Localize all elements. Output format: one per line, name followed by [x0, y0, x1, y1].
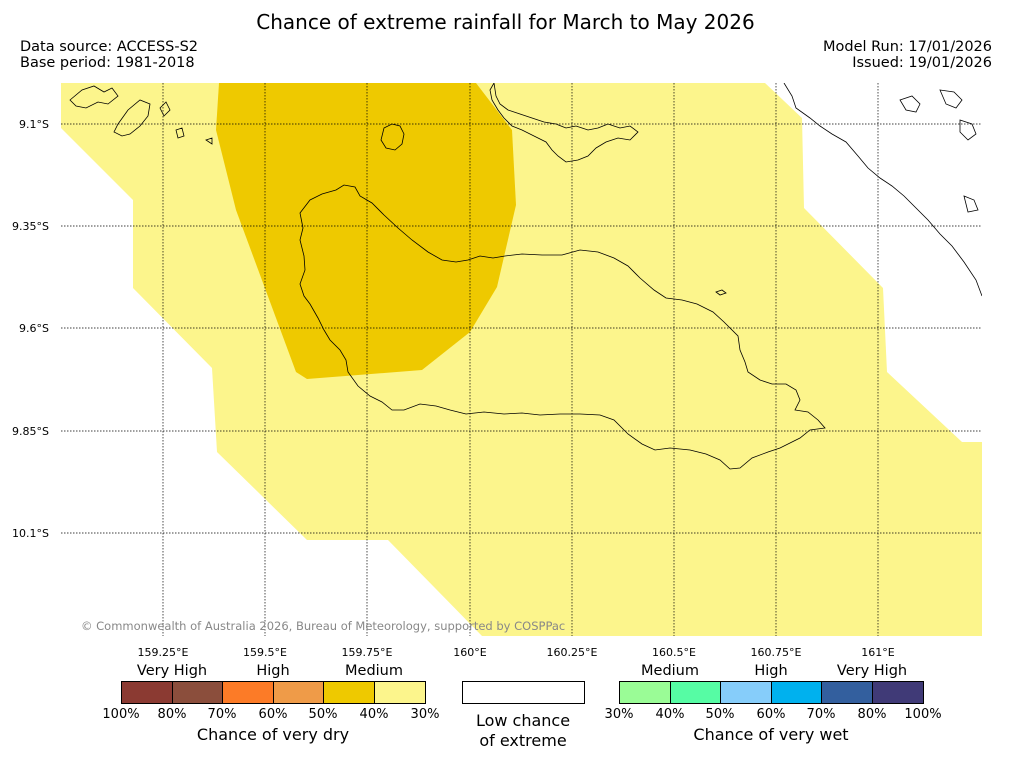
wet-swatch	[822, 682, 873, 703]
wet-swatch	[671, 682, 721, 703]
dry-legend-title: Chance of very dry	[196, 725, 350, 744]
wet-swatch	[772, 682, 822, 703]
lat-label: 9.35°S	[12, 220, 49, 233]
lon-label: 159.75°E	[341, 646, 393, 659]
lat-label: 10.1°S	[12, 527, 49, 540]
dry-category-label: Very High	[136, 663, 208, 679]
dry-swatch	[122, 682, 173, 703]
low-chance-line2: of extreme	[479, 731, 567, 750]
wet-tick-label: 80%	[857, 707, 887, 722]
dry-tick-label: 60%	[258, 707, 288, 722]
savo-island	[380, 123, 405, 151]
lon-label: 159.25°E	[137, 646, 189, 659]
dry-tick-label: 40%	[359, 707, 389, 722]
dry-tick-label: 50%	[308, 707, 338, 722]
dry-tick-label: 30%	[410, 707, 440, 722]
issued-text: Issued: 19/01/2026	[852, 55, 992, 71]
lon-label: 160.75°E	[750, 646, 802, 659]
lat-label: 9.85°S	[12, 425, 49, 438]
dry-medium-region	[61, 83, 982, 636]
lon-label: 161°E	[861, 646, 895, 659]
wet-color-bar	[619, 681, 924, 704]
data-source-text: Data source: ACCESS-S2	[20, 39, 199, 55]
wet-swatch	[873, 682, 923, 703]
dry-color-bar	[121, 681, 426, 704]
graticule	[61, 83, 982, 636]
guadalcanal-coastline	[299, 184, 826, 470]
dry-tick-label: 80%	[157, 707, 187, 722]
dry-swatch	[173, 682, 223, 703]
dry-swatch	[375, 682, 425, 703]
lon-label: 160.25°E	[546, 646, 598, 659]
lat-label: 9.6°S	[19, 322, 49, 335]
dry-tick-label: 100%	[102, 707, 140, 722]
small-islet	[715, 289, 727, 296]
dry-category-label: Medium	[345, 663, 403, 679]
wet-tick-label: 40%	[655, 707, 685, 722]
lat-label: 9.1°S	[19, 118, 49, 131]
malaita-coastline	[783, 83, 982, 297]
wet-swatch	[721, 682, 772, 703]
wet-tick-label: 100%	[904, 707, 942, 722]
lon-label: 160.5°E	[652, 646, 696, 659]
wet-legend-title: Chance of very wet	[693, 725, 849, 744]
run-info: Model Run: 17/01/2026 Issued: 19/01/2026	[823, 39, 992, 71]
wet-tick-label: 60%	[756, 707, 786, 722]
dry-high-region	[216, 83, 516, 379]
lon-label: 160°E	[453, 646, 487, 659]
low-chance-swatch	[462, 681, 585, 704]
dry-swatch	[324, 682, 375, 703]
copyright-notice: © Commonwealth of Australia 2026, Bureau…	[81, 619, 566, 633]
russell-islands	[69, 85, 213, 145]
wet-category-label: Very High	[836, 663, 908, 679]
dry-category-label: High	[256, 663, 290, 679]
model-run-text: Model Run: 17/01/2026	[822, 39, 992, 55]
wet-tick-label: 30%	[604, 707, 634, 722]
dry-tick-label: 70%	[207, 707, 237, 722]
map-title: Chance of extreme rainfall for March to …	[256, 10, 755, 34]
wet-category-label: Medium	[641, 663, 699, 679]
wet-tick-label: 70%	[806, 707, 836, 722]
wet-tick-label: 50%	[705, 707, 735, 722]
florida-islands	[489, 83, 639, 163]
source-info: Data source: ACCESS-S2 Base period: 1981…	[20, 39, 198, 71]
dry-swatch	[223, 682, 274, 703]
low-chance-line1: Low chance	[475, 711, 571, 730]
low-chance-title: Low chance of extreme	[476, 711, 570, 751]
base-period-text: Base period: 1981-2018	[20, 55, 195, 71]
lon-label: 159.5°E	[243, 646, 287, 659]
wet-swatch	[620, 682, 671, 703]
dry-swatch	[274, 682, 324, 703]
wet-category-label: High	[754, 663, 788, 679]
